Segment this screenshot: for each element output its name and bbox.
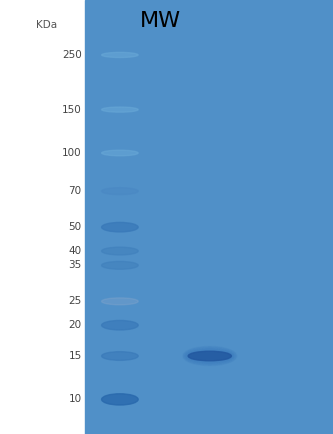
Ellipse shape bbox=[183, 346, 237, 365]
Ellipse shape bbox=[102, 320, 138, 330]
Ellipse shape bbox=[102, 107, 138, 112]
Ellipse shape bbox=[187, 350, 233, 362]
Ellipse shape bbox=[102, 394, 138, 405]
Text: 40: 40 bbox=[69, 246, 82, 256]
Text: 150: 150 bbox=[62, 105, 82, 115]
Ellipse shape bbox=[185, 349, 234, 363]
Ellipse shape bbox=[102, 53, 138, 58]
Text: 100: 100 bbox=[62, 148, 82, 158]
Ellipse shape bbox=[102, 247, 138, 255]
Text: 20: 20 bbox=[69, 320, 82, 330]
Ellipse shape bbox=[102, 298, 138, 305]
Text: MW: MW bbox=[140, 11, 181, 31]
Text: 25: 25 bbox=[68, 296, 82, 306]
Bar bbox=[85, 0, 333, 434]
Text: KDa: KDa bbox=[36, 20, 57, 30]
Ellipse shape bbox=[102, 222, 138, 232]
Text: 35: 35 bbox=[68, 260, 82, 270]
Ellipse shape bbox=[188, 351, 231, 361]
Text: 70: 70 bbox=[69, 186, 82, 196]
Text: 15: 15 bbox=[68, 351, 82, 361]
Text: 50: 50 bbox=[69, 222, 82, 232]
Ellipse shape bbox=[102, 352, 138, 360]
Ellipse shape bbox=[102, 150, 138, 156]
Text: 10: 10 bbox=[69, 395, 82, 404]
Ellipse shape bbox=[184, 348, 235, 365]
Ellipse shape bbox=[102, 187, 138, 194]
Text: 250: 250 bbox=[62, 50, 82, 60]
Ellipse shape bbox=[102, 261, 138, 269]
